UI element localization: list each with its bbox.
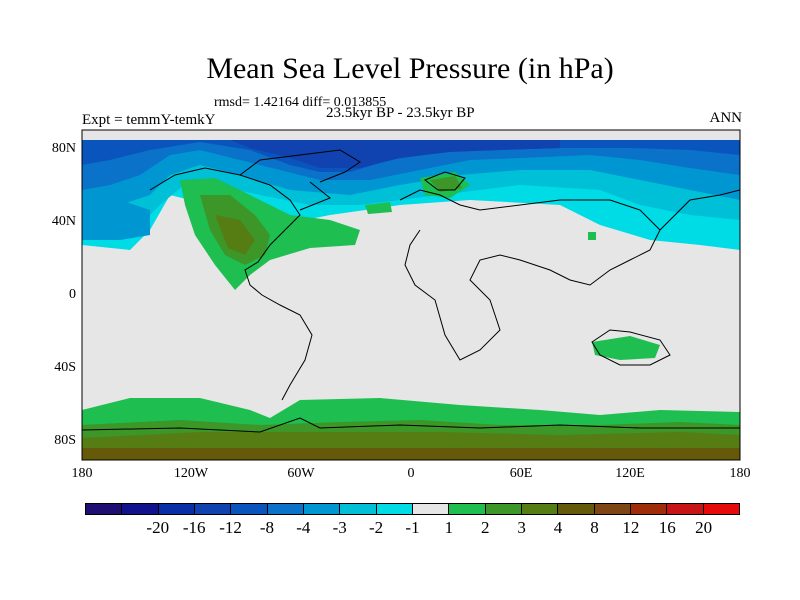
colorbar-label: 1 — [444, 518, 454, 537]
colorbar-label: -3 — [332, 518, 347, 537]
colorbar-label: 20 — [695, 518, 713, 537]
map-title: Mean Sea Level Pressure (in hPa) — [206, 52, 614, 85]
colorbar-label: -4 — [296, 518, 311, 537]
colorbar-label: -2 — [369, 518, 384, 537]
colorbar-label: 16 — [658, 518, 676, 537]
colorbar-swatch — [122, 504, 159, 514]
colorbar-swatch — [267, 504, 304, 514]
x-tick-label: 120E — [615, 466, 645, 481]
colorbar-swatch — [412, 504, 450, 514]
colorbar-label: 4 — [553, 518, 563, 537]
y-tick-label: 0 — [69, 287, 76, 302]
antarctic-darkbrown — [82, 448, 740, 460]
colorbar-label: 8 — [590, 518, 599, 537]
scandinavia-olive — [430, 176, 462, 192]
colorbar-swatch — [630, 504, 668, 514]
colorbar-swatch — [521, 504, 559, 514]
colorbar-swatch — [158, 504, 195, 514]
y-tick-label: 80N — [51, 141, 76, 156]
colorbar-label: 12 — [622, 518, 640, 537]
colorbar-swatch — [376, 504, 413, 514]
arctic-core-blue — [230, 140, 560, 168]
x-tick-label: 60E — [509, 466, 533, 481]
colorbar-swatch — [340, 504, 377, 514]
pressure-anomaly-fields — [82, 140, 740, 460]
x-tick-label: 0 — [407, 466, 415, 481]
colorbar-label: 3 — [517, 518, 526, 537]
colorbar-swatch — [558, 504, 595, 514]
period-label: 23.5kyr BP - 23.5kyr BP — [326, 105, 475, 121]
asia-green-spot — [588, 232, 596, 240]
y-tick-label: 80S — [54, 433, 76, 448]
y-tick-label: 40S — [54, 360, 76, 375]
x-tick-label: 60W — [287, 466, 315, 481]
colorbar-swatch — [594, 504, 631, 514]
colorbar-swatch — [449, 504, 486, 514]
colorbar — [85, 503, 740, 515]
colorbar-swatch — [703, 504, 739, 514]
colorbar-swatch — [194, 504, 232, 514]
colorbar-label: -12 — [219, 518, 242, 537]
north-america-brown — [215, 215, 255, 255]
plot-frame — [81, 129, 741, 461]
x-tick-label: 180 — [71, 466, 93, 481]
y-tick-label: 40N — [51, 214, 76, 229]
experiment-label: Expt = temmY-temkY — [82, 112, 216, 128]
rmsd-diff-stats: rmsd= 1.42164 diff= 0.013855 — [214, 95, 387, 110]
colorbar-swatch — [86, 504, 123, 514]
season-label: ANN — [709, 110, 743, 126]
atlantic-green-spot — [365, 202, 392, 214]
colorbar-swatch — [231, 504, 268, 514]
colorbar-swatch — [485, 504, 522, 514]
x-tick-label: 120W — [173, 466, 209, 481]
colorbar-swatch — [303, 504, 341, 514]
colorbar-label: -8 — [259, 518, 275, 537]
x-tick-label: 180 — [729, 466, 751, 481]
coastlines — [82, 149, 740, 433]
colorbar-label: -20 — [146, 518, 170, 537]
east-pacific-cyan — [82, 190, 150, 240]
colorbar-swatch — [667, 504, 704, 514]
colorbar-label: -16 — [182, 518, 206, 537]
north-band-midblue — [82, 140, 740, 190]
colorbar-label: -1 — [405, 518, 420, 537]
australia-green — [592, 336, 660, 360]
colorbar-label: 2 — [481, 518, 490, 537]
